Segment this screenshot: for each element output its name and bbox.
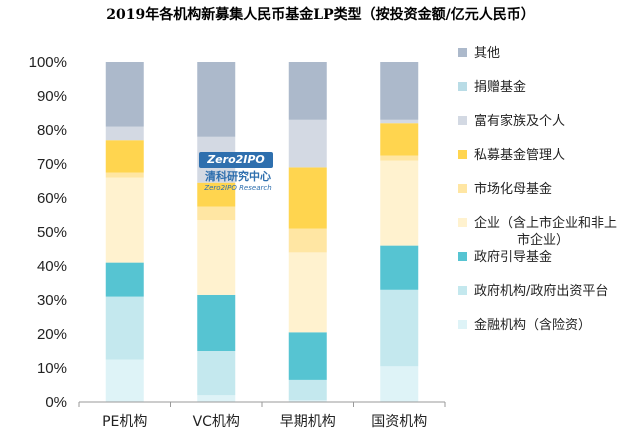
y-tick-label: 70% <box>37 156 67 173</box>
y-tick-label: 100% <box>29 54 67 71</box>
y-axis: 0% 10% 20% 30% 40% 50% 60% 70% 80% 90% 100% <box>29 54 67 411</box>
bar-segment <box>288 400 327 402</box>
legend-swatch <box>458 150 467 159</box>
bar-segment <box>380 123 419 156</box>
y-tick-label: 40% <box>37 258 67 275</box>
legend-swatch <box>458 252 467 261</box>
legend-label: 金融机构（含险资） <box>474 317 591 333</box>
x-tick-label: 早期机构 <box>280 414 336 430</box>
legend-swatch <box>458 218 467 227</box>
zero2ipo-logo-icon: Zero2IPO <box>199 152 273 168</box>
y-tick-label: 80% <box>37 122 67 139</box>
bar-segment <box>105 126 144 141</box>
bar-segment <box>197 395 236 402</box>
legend-item: 市场化母基金 <box>458 181 552 197</box>
bar-segment <box>288 119 327 168</box>
legend-swatch <box>458 116 467 125</box>
zero2ipo-watermark: Zero2IPO 清科研究中心 Zero2IPO Research <box>193 152 283 196</box>
bar-segment <box>105 172 144 178</box>
legend: 其他捐赠基金富有家族及个人私募基金管理人市场化母基金企业（含上市企业和非上市企业… <box>458 46 617 333</box>
bar-segment <box>380 160 419 246</box>
bar-segment <box>105 359 144 402</box>
bar-segment <box>197 62 236 137</box>
legend-item: 政府机构/政府出资平台 <box>458 284 608 299</box>
legend-item: 捐赠基金 <box>458 79 526 95</box>
legend-label: 市场化母基金 <box>474 181 552 197</box>
chart-title: 2019年各机构新募集人民币基金LP类型（按投资金额/亿元人民币） <box>106 7 535 23</box>
bar-segment <box>288 379 327 401</box>
x-tick-label: PE机构 <box>102 414 147 430</box>
legend-swatch <box>458 48 467 57</box>
bar-segment <box>380 62 419 120</box>
bar-segment <box>197 206 236 221</box>
bar-segment <box>380 119 419 124</box>
x-axis: PE机构 VC机构 早期机构 国资机构 <box>78 401 446 430</box>
legend-label: 政府引导基金 <box>474 249 552 265</box>
y-tick-label: 90% <box>37 88 67 105</box>
legend-label: 其他 <box>474 46 500 61</box>
watermark-name-en: Zero2IPO Research <box>204 184 272 192</box>
y-tick-label: 20% <box>37 326 67 343</box>
bar-segment <box>105 140 144 173</box>
bar-segment <box>105 296 144 360</box>
legend-swatch <box>458 184 467 193</box>
bar-segment <box>288 228 327 253</box>
bar-segment <box>288 252 327 333</box>
legend-label: 捐赠基金 <box>474 79 526 95</box>
legend-swatch <box>458 320 467 329</box>
bar-segment <box>288 62 327 120</box>
legend-item: 其他 <box>458 46 500 61</box>
legend-label: 私募基金管理人 <box>474 147 565 163</box>
bar-stack <box>288 62 327 402</box>
bar-segment <box>197 220 236 295</box>
legend-item: 私募基金管理人 <box>458 147 565 163</box>
legend-label-line2: 市企业） <box>517 232 569 248</box>
legend-item: 金融机构（含险资） <box>458 317 591 333</box>
x-tick-label: VC机构 <box>193 414 240 430</box>
bar-stacks <box>105 62 419 402</box>
watermark-name-cn: 清科研究中心 <box>205 170 271 183</box>
bar-segment <box>105 262 144 297</box>
bar-segment <box>288 167 327 229</box>
y-tick-label: 60% <box>37 190 67 207</box>
bar-segment <box>197 351 236 396</box>
x-tick-label: 国资机构 <box>371 414 427 430</box>
bar-segment <box>380 245 419 290</box>
bar-stack <box>105 62 144 402</box>
legend-swatch <box>458 286 467 295</box>
bar-segment <box>105 177 144 263</box>
legend-item: 政府引导基金 <box>458 249 552 265</box>
bar-segment <box>380 289 419 367</box>
y-tick-label: 0% <box>45 394 67 411</box>
bar-segment <box>380 366 419 402</box>
legend-swatch <box>458 82 467 91</box>
bar-segment <box>105 62 144 127</box>
y-tick-label: 50% <box>37 224 67 241</box>
bar-segment <box>197 294 236 351</box>
bar-segment <box>380 155 419 161</box>
legend-item: 富有家族及个人 <box>458 113 565 129</box>
y-tick-label: 10% <box>37 360 67 377</box>
bar-segment <box>288 332 327 380</box>
legend-label: 富有家族及个人 <box>474 113 565 129</box>
bar-stack <box>380 62 419 402</box>
legend-label: 企业（含上市企业和非上 <box>474 215 617 231</box>
y-tick-label: 30% <box>37 292 67 309</box>
bar-segment <box>197 182 236 207</box>
bar-stack <box>197 62 236 402</box>
legend-label: 政府机构/政府出资平台 <box>474 284 608 299</box>
